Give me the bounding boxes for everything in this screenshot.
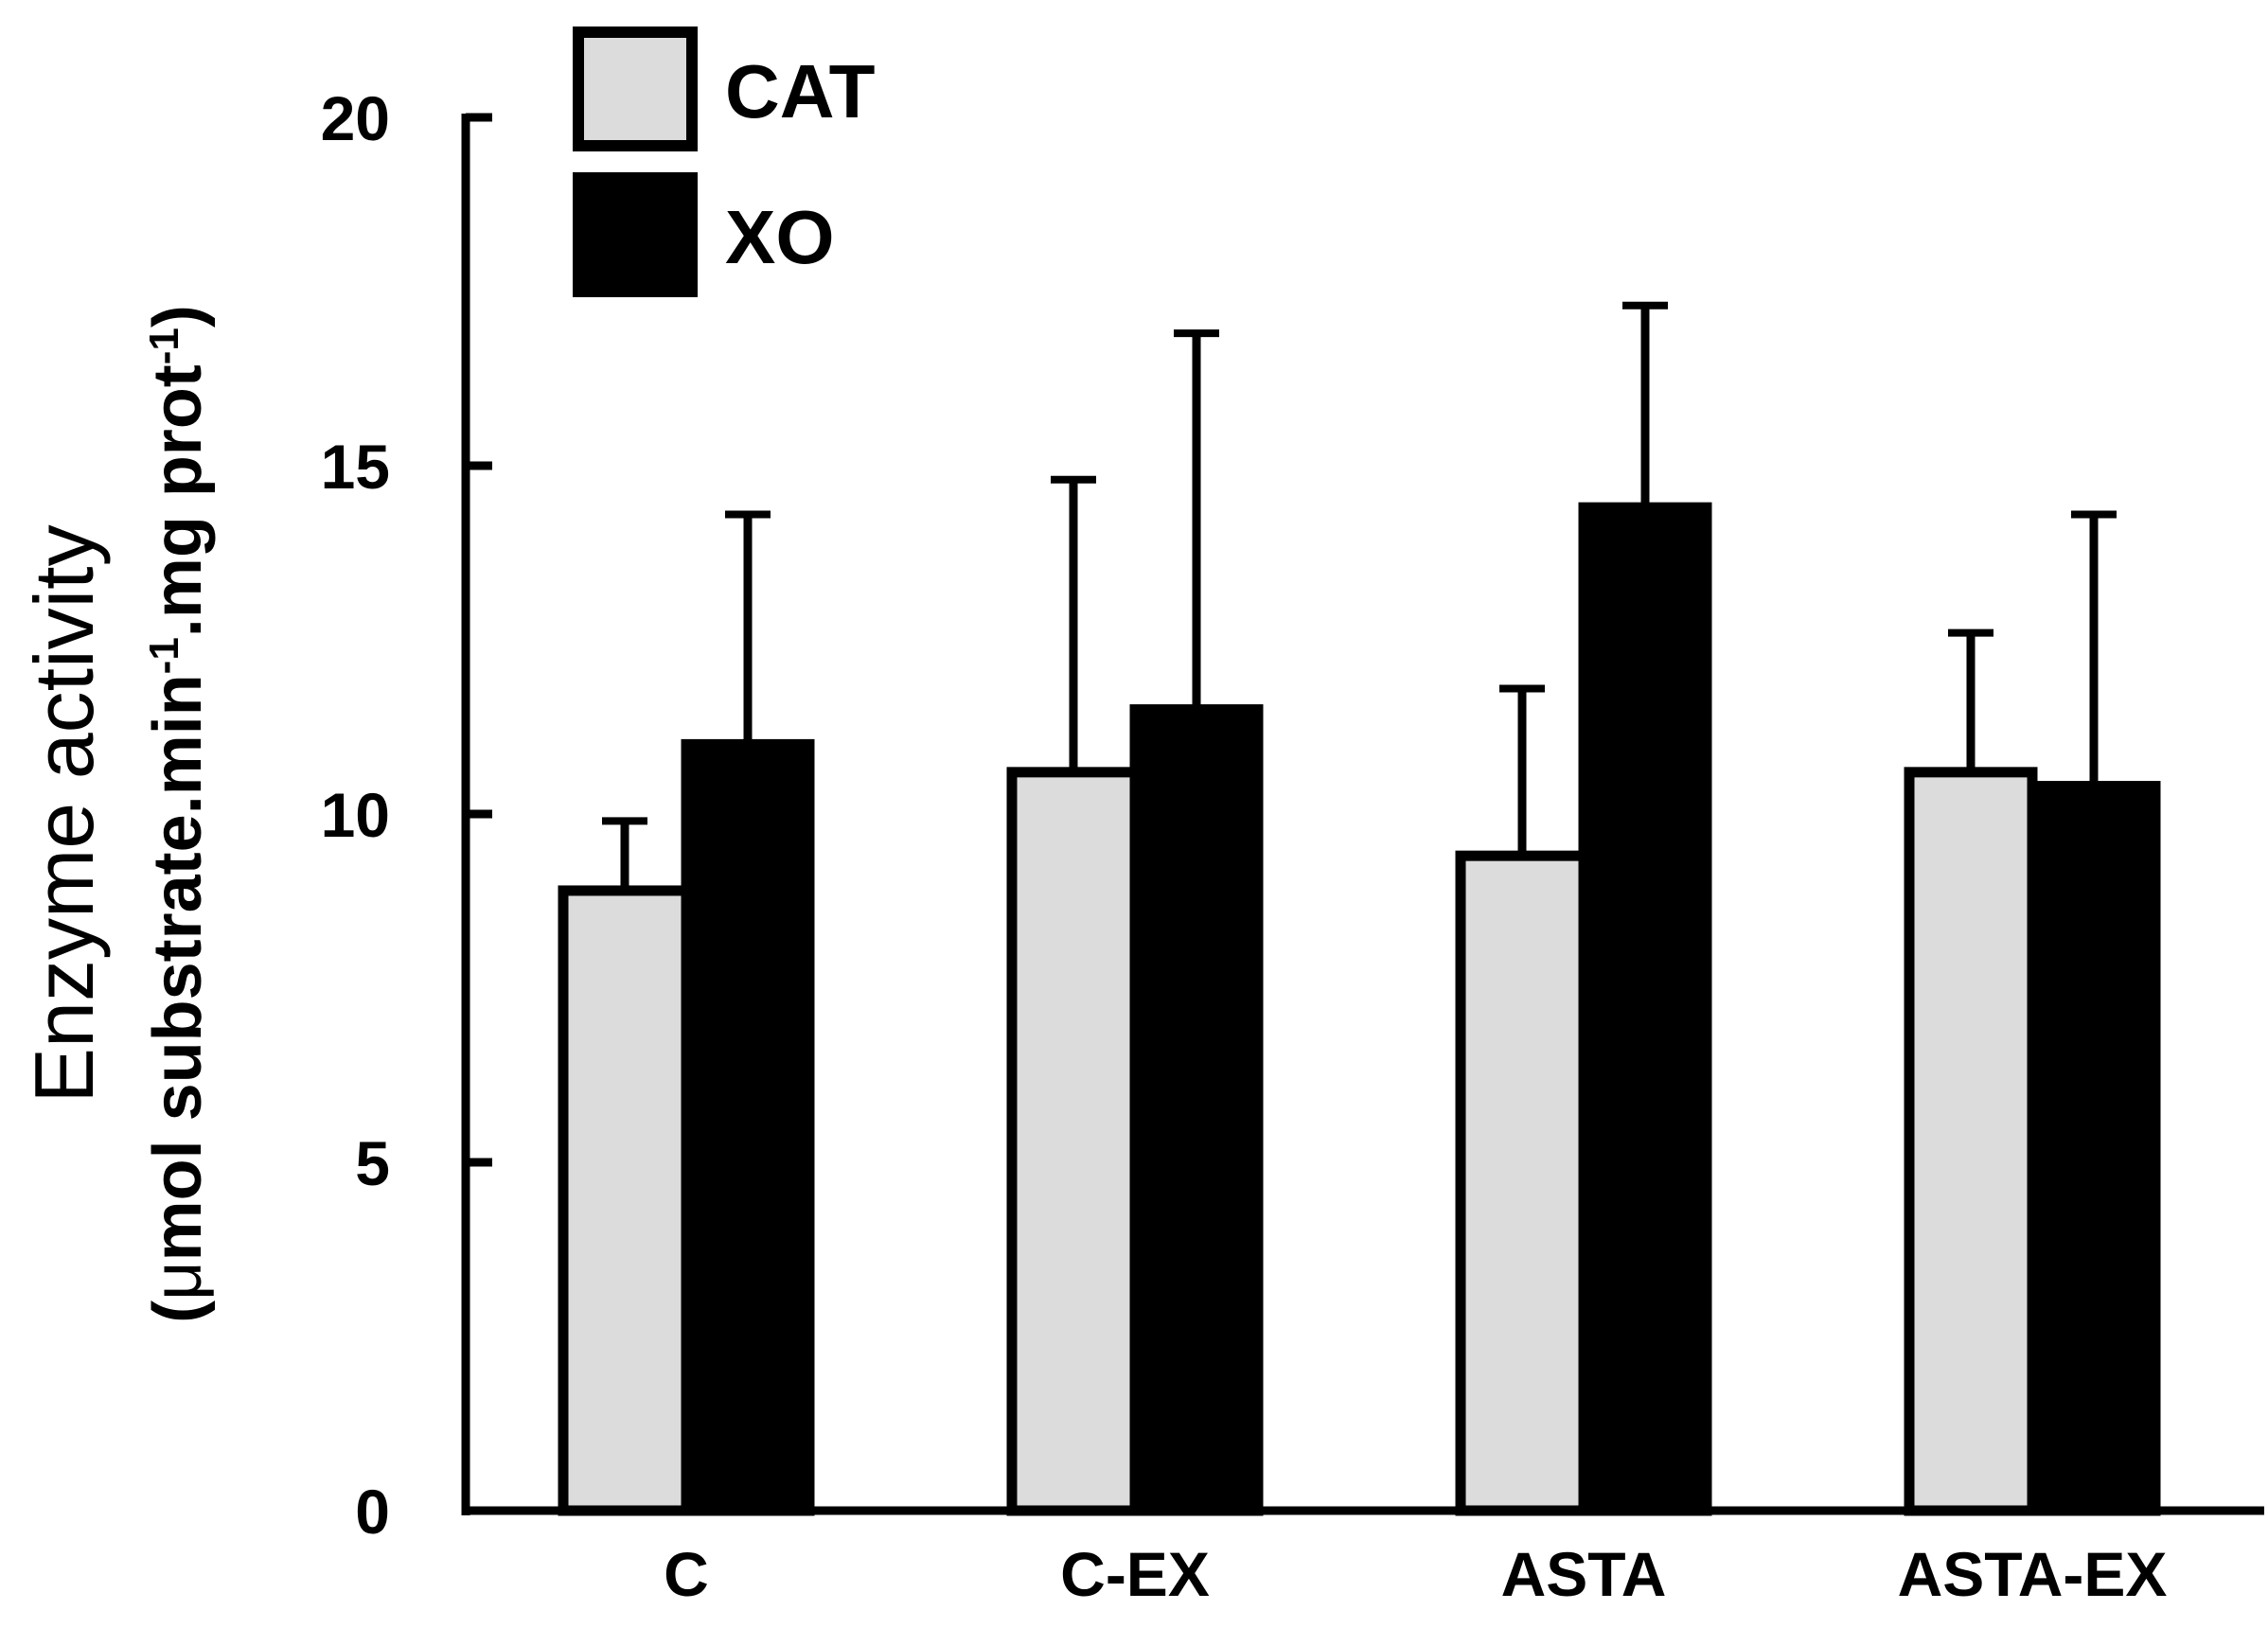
bar-xo-c	[681, 738, 815, 1516]
y-tick-label: 5	[355, 1128, 390, 1198]
legend-swatch	[573, 172, 698, 297]
bar-xo-c-ex	[1129, 704, 1264, 1516]
bar-cat-c	[558, 885, 692, 1516]
legend-label: XO	[725, 195, 835, 279]
x-category-label: ASTA-EX	[1898, 1539, 2168, 1609]
x-category-label: ASTA	[1501, 1539, 1667, 1609]
y-tick-label: 0	[355, 1477, 390, 1547]
x-category-label: C	[664, 1539, 709, 1609]
x-axis-labels: C C-EX ASTA ASTA-EX	[664, 1539, 2167, 1609]
bar-xo-asta	[1578, 502, 1712, 1516]
error-bar-xo-asta-ex	[2071, 510, 2117, 787]
error-bars	[602, 301, 2117, 891]
axes	[461, 114, 2264, 1515]
error-bar-xo-c-ex	[1174, 329, 1219, 710]
y-tick-label: 20	[321, 83, 390, 153]
bar-cat-c-ex	[1006, 767, 1141, 1516]
legend-item-xo: XO	[573, 172, 835, 297]
bars	[558, 502, 2161, 1516]
legend-item-cat: CAT	[573, 27, 876, 151]
legend-label: CAT	[725, 49, 876, 133]
legend: CAT XO	[573, 27, 876, 297]
y-axis-ticks: 0 5 10 15 20	[321, 83, 492, 1547]
y-axis-units: (μmol substrate.min-1.mg prot-1)	[140, 305, 216, 1323]
error-bar-cat-asta-ex	[1948, 628, 1993, 772]
x-category-label: C-EX	[1060, 1539, 1210, 1609]
error-bar-cat-asta	[1499, 684, 1545, 857]
y-axis-title: Enzyme activity	[17, 524, 111, 1103]
error-bar-cat-c	[602, 817, 647, 891]
error-bar-cat-c-ex	[1051, 475, 1096, 772]
y-tick-label: 15	[321, 432, 390, 502]
bar-xo-asta-ex	[2027, 781, 2161, 1516]
bar-cat-asta-ex	[1904, 767, 2038, 1516]
error-bar-xo-c	[725, 510, 771, 745]
bar-cat-asta	[1455, 850, 1589, 1516]
error-bar-xo-asta	[1622, 301, 1668, 508]
legend-swatch	[573, 27, 698, 151]
y-tick-label: 10	[321, 780, 390, 850]
